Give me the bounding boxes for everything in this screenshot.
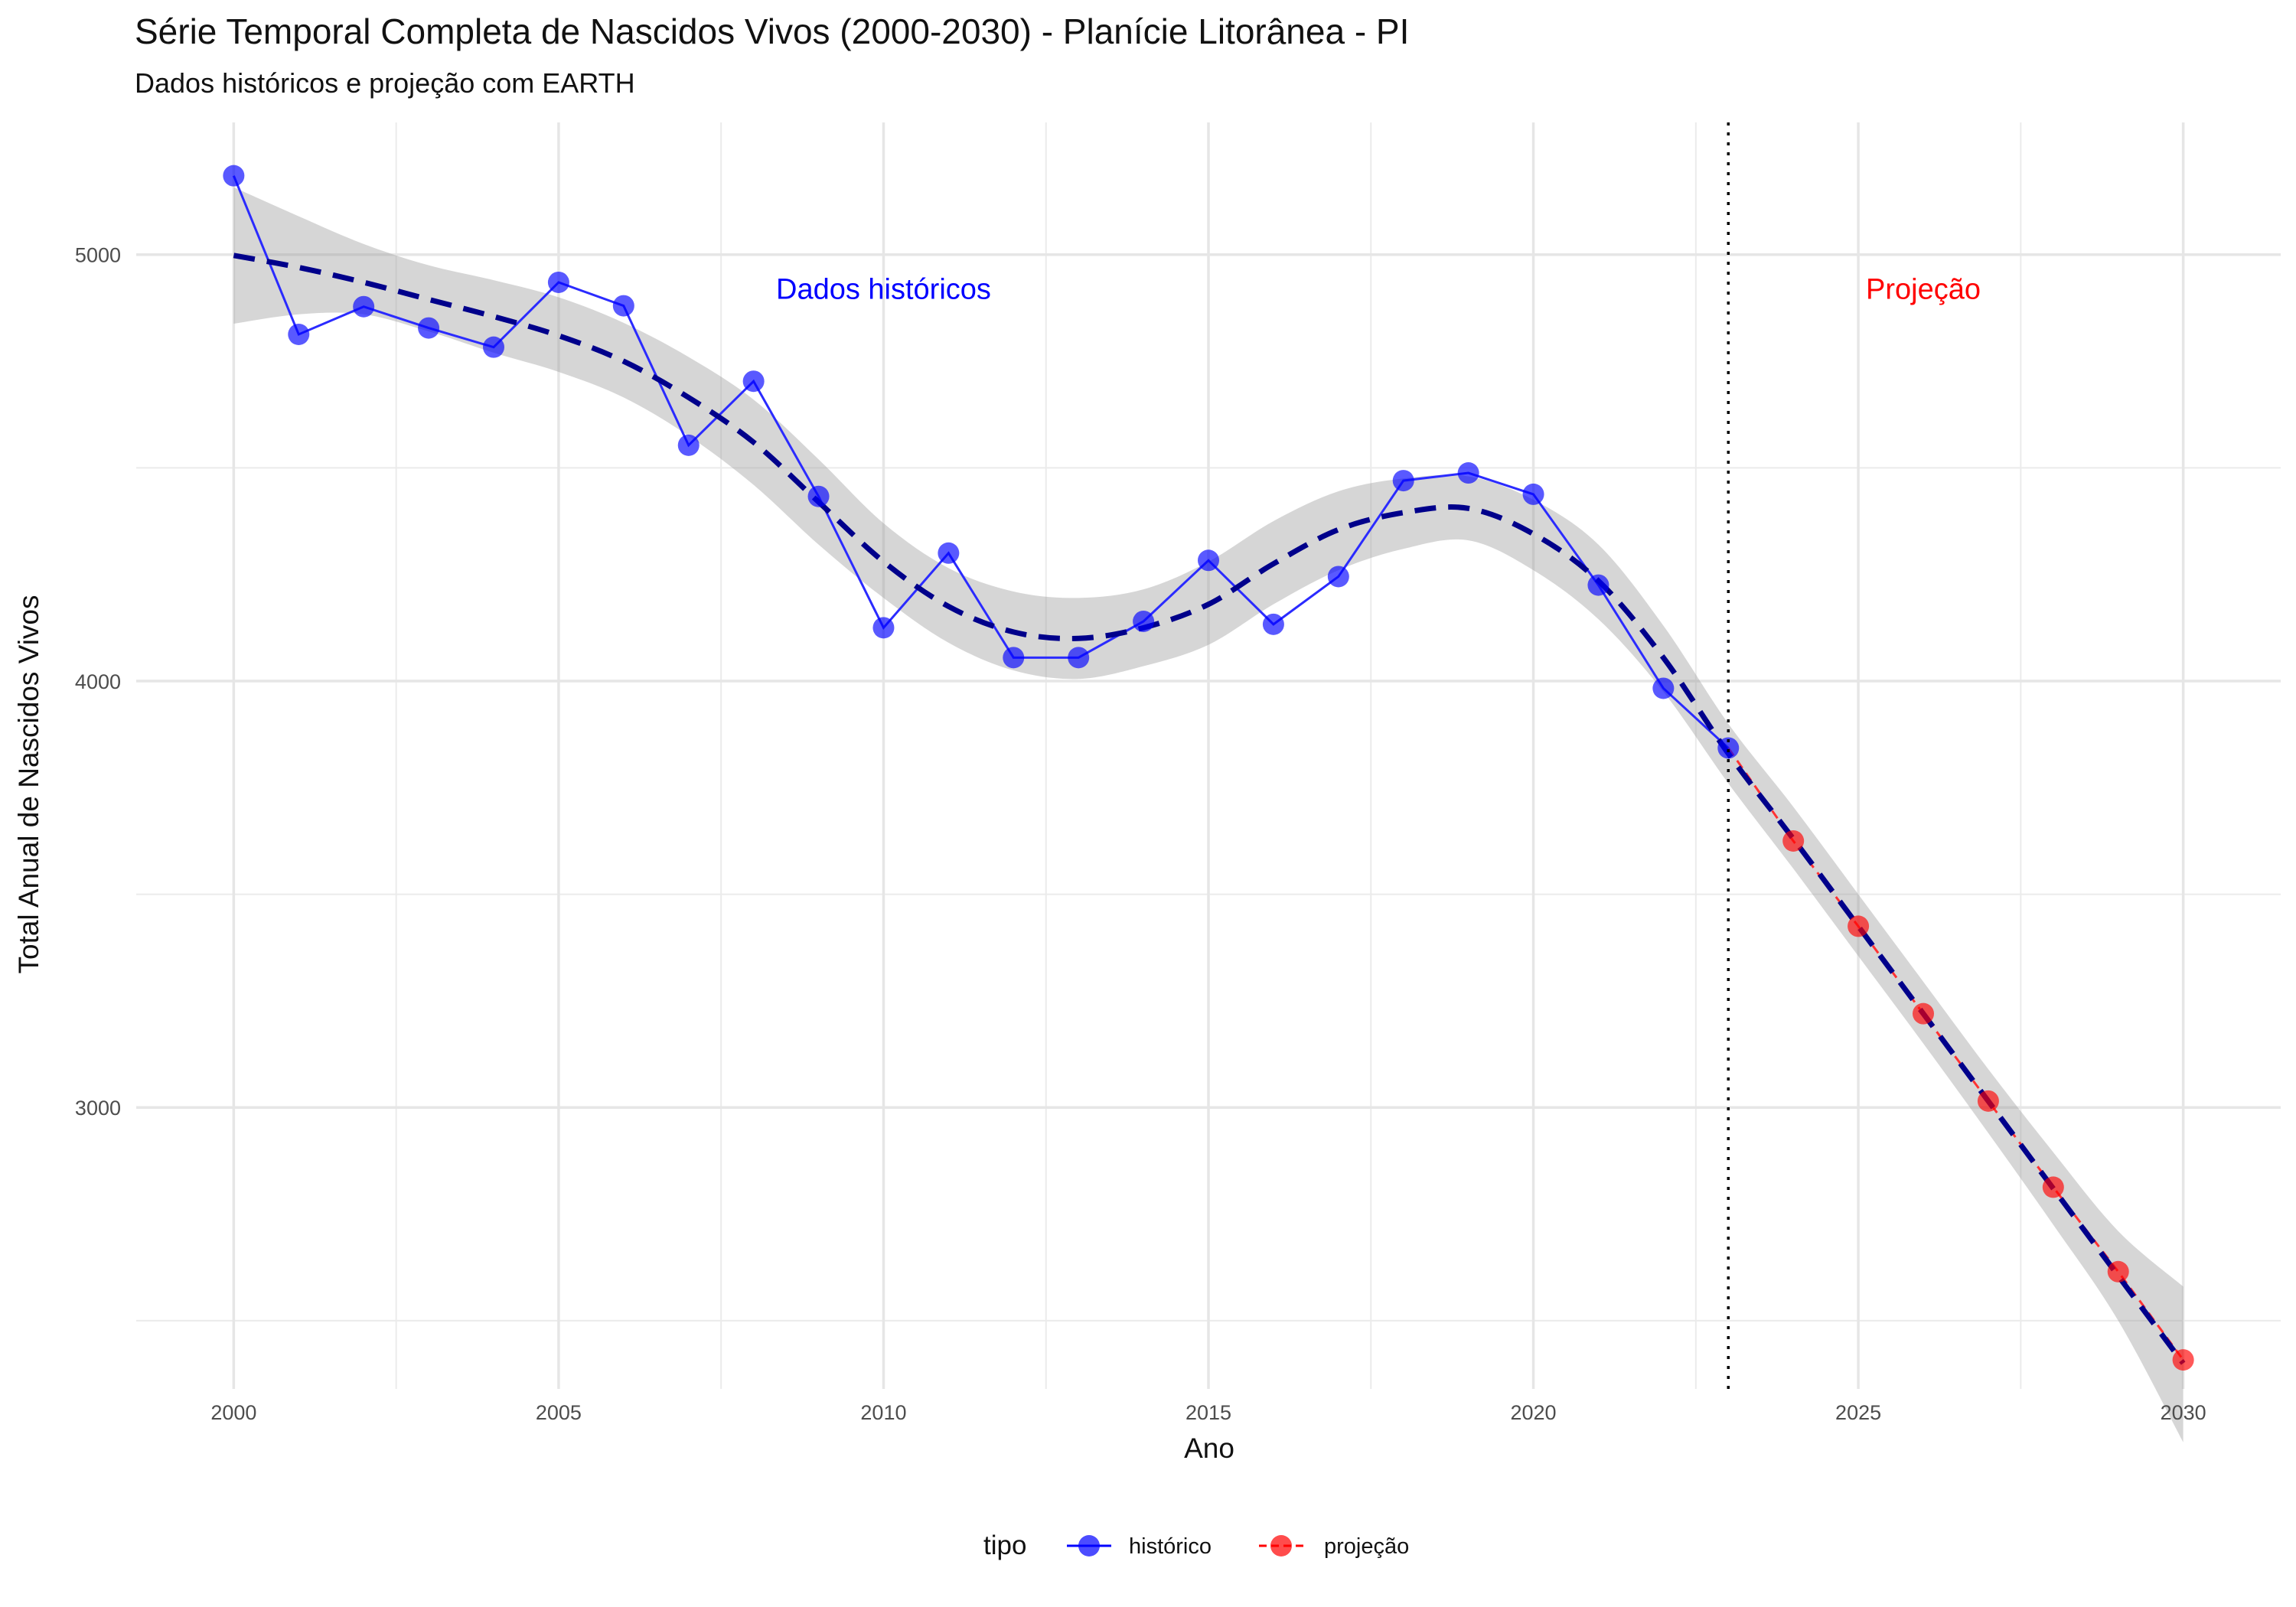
- legend-point-historico: [1078, 1535, 1100, 1556]
- data-point-historico: [1717, 737, 1740, 759]
- data-point-projecao: [2107, 1260, 2129, 1283]
- legend-entry-historico: histórico: [1067, 1534, 1212, 1559]
- data-point-projecao: [2172, 1349, 2194, 1371]
- data-point-historico: [1327, 566, 1349, 588]
- data-point-historico: [223, 165, 245, 187]
- annotation-projection: Projeção: [1866, 273, 1981, 305]
- data-point-projecao: [1782, 830, 1805, 852]
- x-axis-title: Ano: [1184, 1433, 1234, 1464]
- legend: tipo histórico projeção: [983, 1530, 1409, 1560]
- data-point-historico: [1133, 610, 1155, 632]
- data-point-historico: [807, 485, 830, 507]
- y-tick-label: 5000: [75, 244, 121, 267]
- chart-title: Série Temporal Completa de Nascidos Vivo…: [135, 11, 1410, 51]
- x-tick-label: 2005: [536, 1401, 582, 1424]
- data-point-historico: [547, 271, 569, 293]
- data-point-projecao: [1977, 1090, 1999, 1112]
- grid-layer: [136, 122, 2281, 1389]
- data-point-historico: [1003, 647, 1025, 669]
- data-point-historico: [612, 295, 634, 317]
- y-axis-title: Total Anual de Nascidos Vivos: [13, 595, 44, 973]
- x-tick-label: 2030: [2161, 1401, 2206, 1424]
- point-layer: [223, 165, 2194, 1371]
- chart-subtitle: Dados históricos e projeção com EARTH: [135, 67, 635, 99]
- data-point-historico: [742, 370, 765, 393]
- data-point-historico: [1068, 647, 1090, 669]
- x-tick-label: 2025: [1835, 1401, 1881, 1424]
- trend-layer: [233, 253, 2186, 1365]
- legend-label-historico: histórico: [1129, 1534, 1212, 1559]
- series-line-historico: [232, 175, 1730, 749]
- y-tick-label: 4000: [75, 670, 121, 693]
- annotation-layer: Dados históricos Projeção: [776, 122, 1981, 1389]
- data-point-historico: [1262, 613, 1284, 635]
- data-point-historico: [872, 617, 895, 639]
- data-point-historico: [677, 434, 700, 456]
- x-tick-label: 2020: [1511, 1401, 1557, 1424]
- data-point-historico: [1392, 470, 1414, 492]
- legend-label-projecao: projeção: [1324, 1534, 1409, 1559]
- confidence-band: [233, 187, 2183, 1442]
- x-tick-label: 2015: [1186, 1401, 1231, 1424]
- legend-title: tipo: [983, 1530, 1026, 1560]
- x-tick-label: 2010: [860, 1401, 906, 1424]
- data-point-projecao: [1913, 1002, 1934, 1025]
- legend-entry-projecao: projeção: [1259, 1534, 1409, 1559]
- legend-point-projecao: [1270, 1535, 1292, 1556]
- y-tick-label: 3000: [75, 1097, 121, 1120]
- trend-line: [233, 253, 2186, 1365]
- axis-layer: 2000 2005 2010 2015 2020 2025 2030 3000 4000 5000: [75, 244, 2206, 1424]
- data-point-historico: [288, 323, 310, 345]
- data-point-projecao: [1848, 915, 1870, 937]
- data-point-historico: [353, 295, 375, 318]
- data-point-historico: [1652, 677, 1675, 699]
- confidence-band-layer: [233, 187, 2183, 1442]
- data-point-historico: [1198, 549, 1219, 572]
- data-point-historico: [1522, 483, 1544, 505]
- data-point-projecao: [2042, 1176, 2064, 1198]
- data-point-historico: [483, 336, 504, 358]
- data-point-historico: [1587, 574, 1609, 596]
- data-point-historico: [418, 317, 440, 339]
- annotation-historical: Dados históricos: [776, 273, 991, 305]
- data-point-historico: [1457, 462, 1479, 484]
- x-tick-label: 2000: [210, 1401, 256, 1424]
- data-point-historico: [938, 542, 960, 564]
